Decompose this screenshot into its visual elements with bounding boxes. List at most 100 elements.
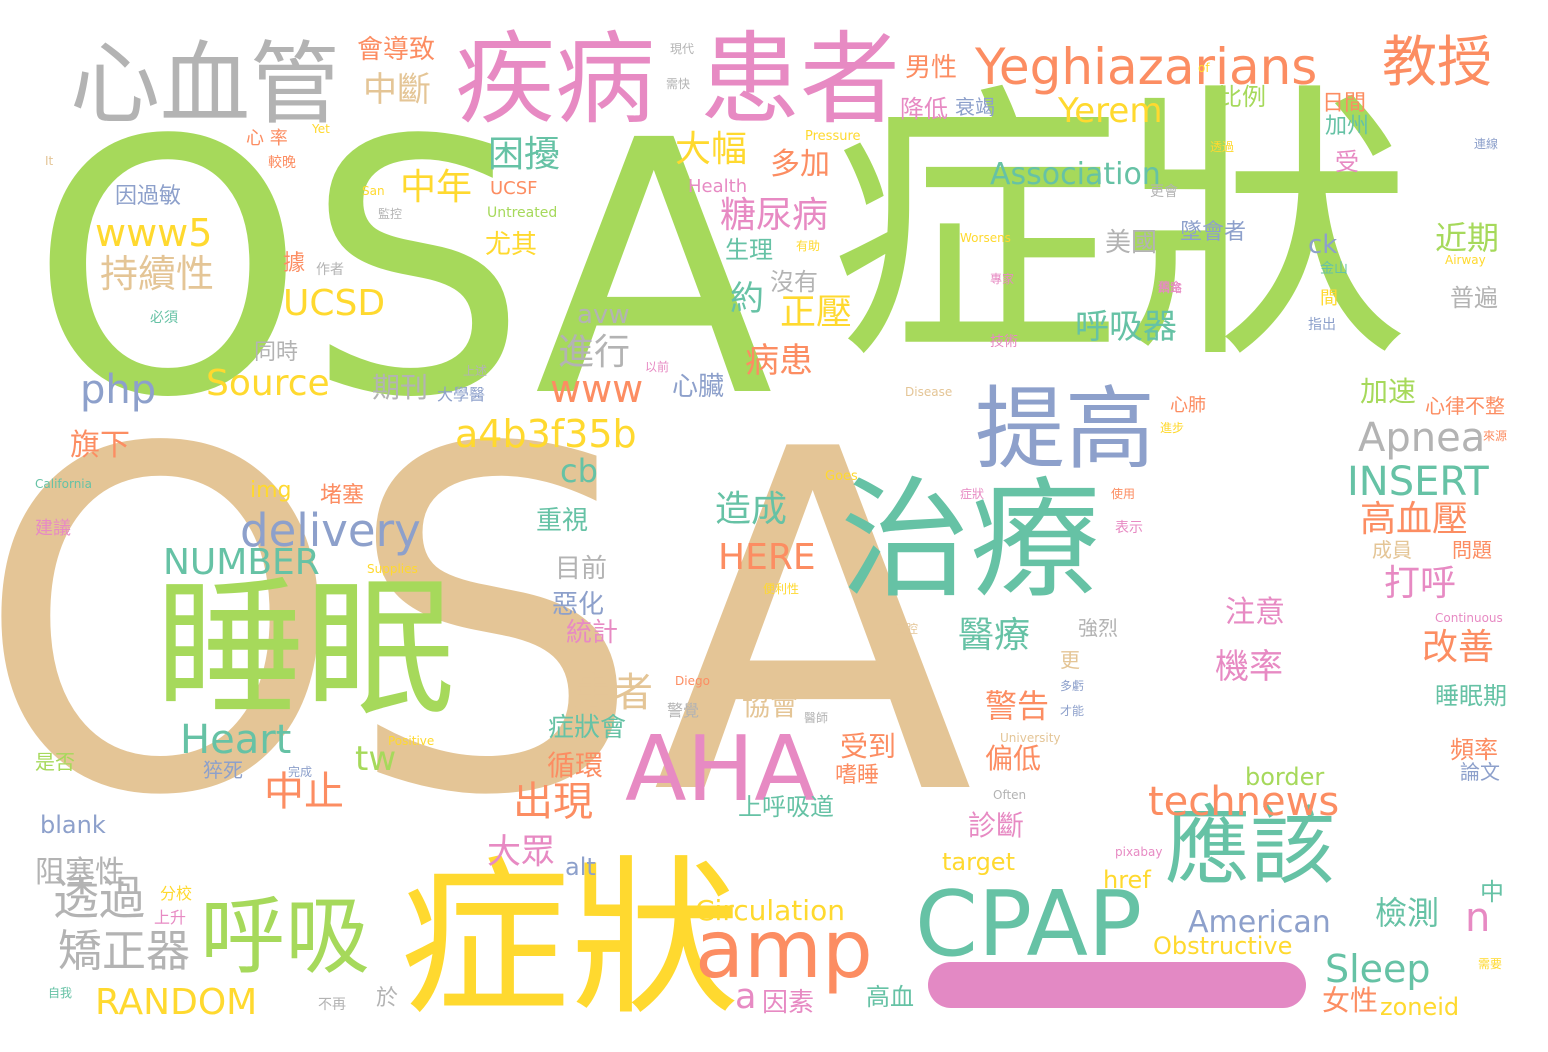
cloud-word: 是否 <box>35 750 75 774</box>
cloud-word: California <box>35 477 92 491</box>
cloud-word: 頻率 <box>1450 736 1498 764</box>
cloud-word: 目前 <box>555 554 608 584</box>
cloud-word: 現代 <box>670 42 695 56</box>
cloud-word: 便利性 <box>763 582 800 596</box>
cloud-word: avw <box>577 300 630 330</box>
cloud-word: cb <box>560 452 598 490</box>
cloud-word: 分校 <box>160 884 193 903</box>
cloud-word: 加州 <box>1325 114 1370 139</box>
cloud-word: 專家 <box>990 272 1015 286</box>
cloud-word: 嗜睡 <box>835 763 880 788</box>
cloud-word: 監控 <box>378 207 403 221</box>
cloud-word: 期刊 <box>372 371 429 404</box>
cloud-word: 心肺 <box>1170 395 1206 416</box>
cloud-word: 連線 <box>1474 137 1499 151</box>
cloud-word: 治療 <box>840 464 1101 616</box>
cloud-word: 間 <box>1320 288 1338 309</box>
cloud-word: 中年 <box>400 167 473 208</box>
cloud-word: 高血 <box>866 983 914 1011</box>
cloud-word: 機率 <box>1215 647 1283 687</box>
cloud-word: 沒有 <box>770 268 818 296</box>
cloud-word: Disease <box>905 385 953 399</box>
cloud-word: 改善 <box>1422 627 1495 668</box>
cloud-word: 據 <box>283 251 306 276</box>
cloud-word: 造成 <box>715 489 788 530</box>
cloud-word: 症狀 <box>400 841 741 1039</box>
cloud-word: RANDOM <box>95 982 258 1023</box>
cloud-word: pixabay <box>1115 845 1163 859</box>
cloud-word: 不再 <box>318 997 346 1013</box>
cloud-word: src <box>495 456 528 481</box>
cloud-word: Circulation <box>695 894 845 927</box>
cloud-word: 打呼 <box>1384 563 1457 604</box>
cloud-word: 因過敏 <box>115 184 182 209</box>
cloud-word: a4b3f35b <box>455 412 637 456</box>
cloud-word: Airway <box>1445 253 1486 267</box>
cloud-word: 受到 <box>840 730 897 763</box>
cloud-word: 較晚 <box>268 155 296 171</box>
cloud-word: 完成 <box>288 765 313 779</box>
cloud-word: www <box>550 367 644 411</box>
cloud-word: 進步 <box>1160 421 1185 435</box>
cloud-word: Supplies <box>367 562 418 576</box>
cloud-word: Worsens <box>960 231 1011 245</box>
cloud-word: 大學醫 <box>437 385 486 404</box>
cloud-word: 會導致 <box>357 35 436 65</box>
cloud-word: www5 <box>95 211 213 255</box>
cloud-word: 日間 <box>1322 91 1367 116</box>
cloud-word: 於 <box>376 986 399 1011</box>
cloud-word: 病患 <box>745 341 813 381</box>
cloud-word: 睡眠期 <box>1435 682 1507 710</box>
cloud-word: 約 <box>730 279 764 319</box>
cloud-word: UCSF <box>490 178 538 199</box>
cloud-word: 墜會者 <box>1180 220 1247 245</box>
cloud-word: 男性 <box>905 53 958 83</box>
cloud-word: 症狀會 <box>548 713 627 743</box>
cloud-word: Goes <box>825 469 858 484</box>
cloud-word: 表示 <box>1115 520 1143 536</box>
cloud-word: Health <box>688 176 748 197</box>
cloud-word: 患者 <box>700 21 900 138</box>
cloud-word: 需要 <box>1478 957 1503 971</box>
cloud-word: blank <box>40 811 106 839</box>
cloud-word: 心律不整 <box>1425 394 1505 418</box>
cloud-word: 患者 <box>573 670 653 716</box>
highlight-bar <box>928 962 1306 1008</box>
cloud-word: 出現 <box>513 779 593 825</box>
cloud-word: 使用 <box>1111 487 1136 501</box>
cloud-word: technews <box>1148 779 1340 825</box>
cloud-word: 多加 <box>770 147 830 182</box>
cloud-word: 必須 <box>150 310 178 326</box>
cloud-word: 呼吸器 <box>1075 307 1177 347</box>
cloud-word: target <box>942 848 1015 876</box>
cloud-word: 阻塞性 <box>35 855 125 890</box>
cloud-word: University <box>1000 731 1061 745</box>
cloud-word: 心血管 <box>70 32 340 137</box>
cloud-word: CPAP <box>915 872 1143 977</box>
cloud-word: 協會 <box>742 689 799 722</box>
cloud-word: Pressure <box>805 129 861 144</box>
cloud-word: 普遍 <box>1450 284 1498 312</box>
cloud-word: NUMBER <box>163 542 320 583</box>
cloud-word: OSA <box>30 66 774 474</box>
cloud-word: 警告 <box>985 687 1050 725</box>
cloud-word: 技術 <box>990 334 1018 350</box>
cloud-word: 強烈 <box>1078 616 1118 640</box>
cloud-word: 上呼吸道 <box>738 793 834 821</box>
cloud-word: 診斷 <box>968 809 1025 842</box>
cloud-word: Yeghiazarians <box>975 38 1318 96</box>
cloud-word: Continuous <box>1435 611 1503 625</box>
cloud-word: 應該 <box>1165 798 1336 897</box>
cloud-word: 心 率 <box>246 128 288 149</box>
cloud-word: 透過 <box>1210 140 1235 154</box>
cloud-word: 同時 <box>254 340 299 365</box>
cloud-word: delivery <box>240 504 421 557</box>
cloud-word: 循環 <box>547 749 604 782</box>
cloud-word: 睡眠 <box>155 563 456 737</box>
cloud-word: alt <box>565 853 596 881</box>
cloud-word: 猝死 <box>203 758 243 782</box>
cloud-word: 糖尿病 <box>720 195 829 236</box>
cloud-word: amp <box>695 903 873 996</box>
cloud-word: American <box>1188 905 1331 940</box>
